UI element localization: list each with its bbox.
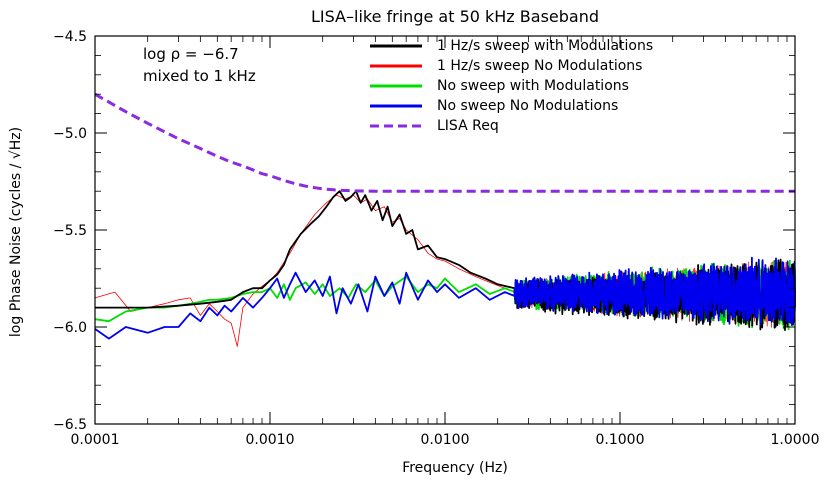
x-tick-label: 0.0100 <box>421 432 470 448</box>
annotations: log ρ = −6.7 mixed to 1 kHz <box>143 45 256 85</box>
series-line-3 <box>94 256 796 340</box>
plot-frame <box>94 35 796 425</box>
y-tick-label: −6.5 <box>53 417 87 433</box>
plot-lines <box>94 92 796 347</box>
legend-label-1: 1 Hz/s sweep No Modulations <box>437 58 642 74</box>
x-axis-label: Frequency (Hz) <box>402 460 508 476</box>
legend-label-2: No sweep with Modulations <box>437 78 629 94</box>
legend: 1 Hz/s sweep with Modulations 1 Hz/s swee… <box>370 38 653 134</box>
series-line-lisa-req <box>94 92 795 193</box>
annotation-1: mixed to 1 kHz <box>143 67 256 85</box>
x-tick-label: 0.0001 <box>71 432 120 448</box>
y-tick-label: −4.5 <box>53 29 87 45</box>
axes: 0.0001 0.0010 0.0100 0.1000 1.0000 −6.5 −6.0 −5… <box>53 29 820 448</box>
x-tick-label: 0.0010 <box>246 432 295 448</box>
legend-label-4: LISA Req <box>437 118 499 134</box>
y-tick-label: −5.5 <box>53 223 87 239</box>
y-axis-label: log Phase Noise (cycles / √Hz) <box>8 127 24 337</box>
x-tick-label: 1.0000 <box>771 432 820 448</box>
chart-title: LISA–like fringe at 50 kHz Baseband <box>311 7 599 26</box>
x-tick-label: 0.1000 <box>596 432 645 448</box>
y-tick-label: −5.0 <box>53 126 87 142</box>
legend-label-3: No sweep No Modulations <box>437 98 618 114</box>
y-tick-label: −6.0 <box>53 320 87 336</box>
annotation-0: log ρ = −6.7 <box>143 45 239 63</box>
legend-label-0: 1 Hz/s sweep with Modulations <box>437 38 653 54</box>
